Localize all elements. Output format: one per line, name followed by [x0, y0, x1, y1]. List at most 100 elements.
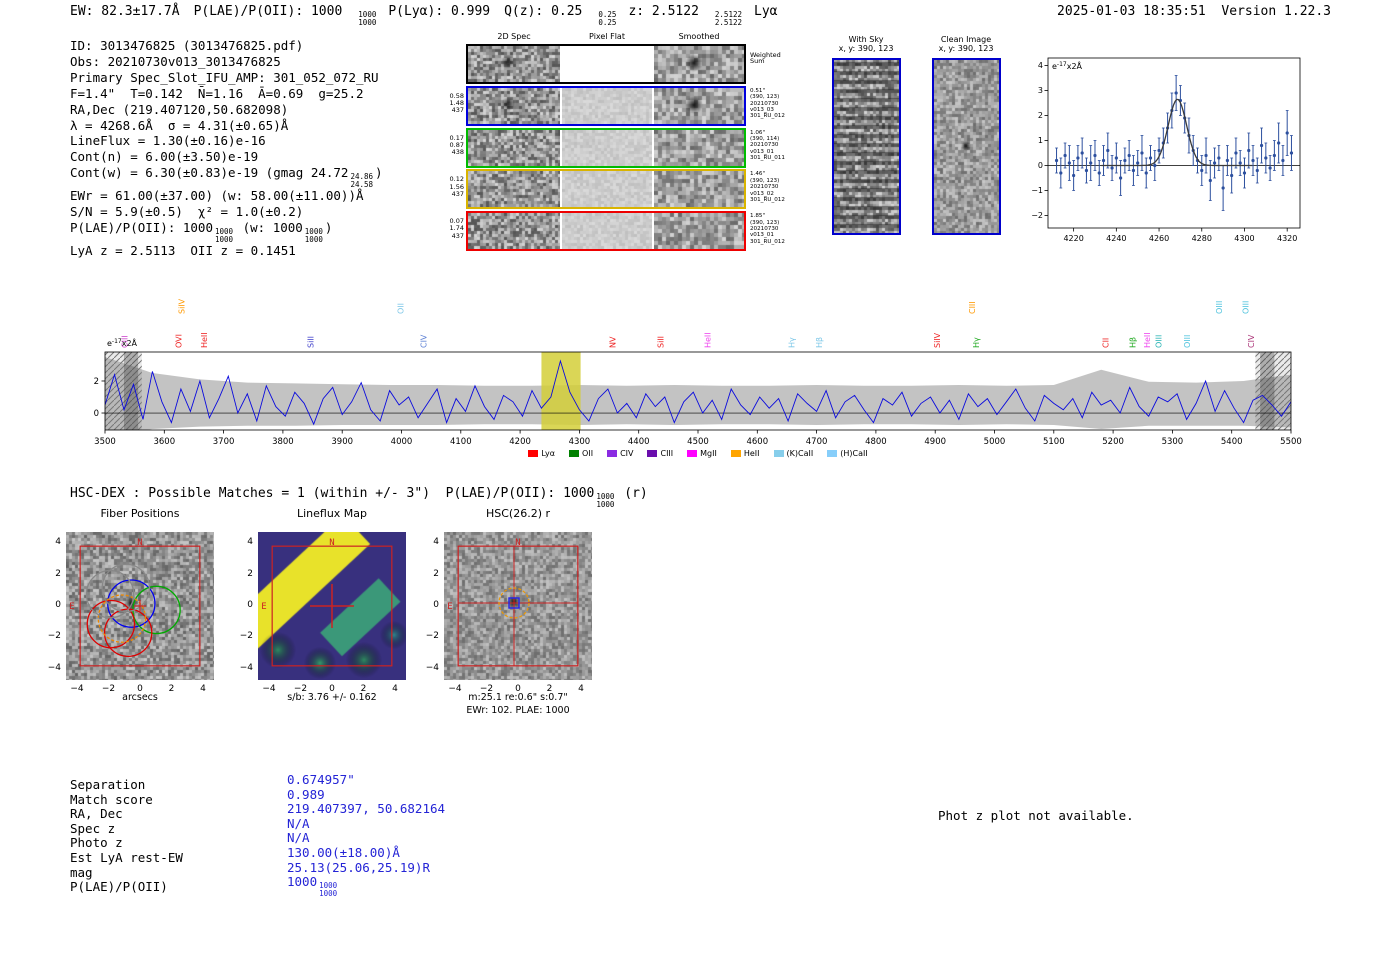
info-line: P(LAE)/P(OII): 1000 1000 1000 (w: 1000 1000… [70, 220, 383, 243]
text-segment: LineFlux = 1.30(±0.16)e-16 [70, 133, 266, 149]
legend-item: OII [569, 449, 593, 458]
cutout-row-label-line: 0.87 [449, 140, 464, 149]
fiber-circle [103, 608, 153, 658]
data-point [1208, 178, 1212, 183]
spec2d-strip [468, 46, 560, 82]
fraction-bottom: 24.58 [350, 179, 374, 189]
x-tick-label: 5200 [1102, 437, 1124, 447]
data-point [1272, 153, 1276, 158]
cutout-annotation-line: v013_03 [750, 107, 774, 114]
lineflux-caption: s/b: 3.76 +/- 0.162 [287, 692, 377, 703]
cutout-row-label-line: 1.48 [449, 99, 464, 107]
legend-swatch [607, 450, 618, 457]
x-tick-label: 4800 [865, 437, 887, 447]
x-tick-label: 5300 [1162, 437, 1184, 447]
data-point [1063, 153, 1067, 158]
match-value: 130.00(±18.00)Å [287, 845, 400, 860]
emission-line-label: NV [609, 336, 618, 348]
with-sky-title: With Sky x, y: 390, 123 [838, 35, 894, 53]
field-square [457, 545, 579, 667]
legend-label: OII [582, 449, 594, 458]
compass-east-label: E [261, 602, 266, 612]
legend-item: MgII [687, 449, 717, 458]
data-point [1268, 166, 1272, 170]
masked-region-hatch [1255, 352, 1291, 430]
text-segment: Primary Spec_Slot_IFU_AMP: 301_052_072_R… [70, 69, 379, 85]
info-line: LyA z = 2.5113 OII z = 0.1451 [70, 243, 383, 259]
y-tick-label: 1 [1038, 136, 1043, 145]
match-value: 219.407397, 50.682164 [287, 801, 446, 817]
stacked-fraction: 1000 1000 [596, 493, 614, 508]
legend-swatch [647, 450, 658, 457]
header-item: z: 2.5122 [628, 4, 699, 19]
clean-image-title: Clean Image x, y: 390, 123 [938, 35, 994, 53]
fraction-bottom: 1000 [215, 234, 234, 244]
line-fit-zoom-chart: 4220 4240 4260 4280 4300 4320 −2 −1 0 1 2 3 4 e-17x2Å [1031, 57, 1301, 243]
data-point [1076, 156, 1080, 160]
gaussian-fit-curve [1101, 98, 1253, 167]
data-point [1242, 171, 1247, 175]
data-point [1148, 156, 1153, 160]
cutout-row [466, 211, 746, 252]
info-line: Primary Spec_Slot_IFU_AMP: 301_052_072_R… [70, 70, 383, 86]
y-tick-label: −4 [239, 662, 253, 673]
y-tick-label: 4 [433, 537, 439, 548]
legend-label: CIV [620, 449, 634, 458]
data-point [1127, 153, 1131, 158]
text-segment: ) [375, 165, 383, 181]
fraction-bottom: 1000 [358, 17, 377, 27]
emission-line-label: OIII [1183, 335, 1192, 348]
data-point [1136, 161, 1140, 165]
header-item: P(Lyα): 0.999 [388, 4, 491, 19]
x-tick-label: 4220 [1063, 234, 1083, 243]
x-tick-label: −4 [70, 684, 84, 694]
x-tick-label: −4 [262, 684, 276, 694]
noise-envelope [105, 357, 1291, 430]
y-tick-label: −4 [425, 662, 439, 673]
emission-line-label: CIV [419, 334, 428, 348]
clean-image [932, 58, 1001, 235]
x-tick-label: 3800 [272, 437, 294, 447]
legend-swatch [528, 450, 539, 457]
arcsecs-label: arcsecs [122, 692, 158, 703]
cutout-row [466, 127, 746, 168]
match-label: RA, Dec [70, 806, 123, 822]
report-datetime: 2025-01-03 18:35:51 [1057, 4, 1206, 19]
cutout-annotation-line: 1.85" [750, 213, 766, 220]
cutout-annotation-line: v013_02 [750, 190, 774, 197]
detected-line-band [541, 352, 581, 430]
data-point [1097, 171, 1101, 175]
legend-swatch [730, 450, 741, 457]
data-point [1093, 153, 1097, 158]
data-point [1059, 171, 1063, 175]
emission-line-label: OIII [1155, 335, 1164, 348]
cutout-row-label-line: 0.07 [449, 217, 464, 226]
emission-line-label: Hβ [815, 337, 824, 348]
x-tick-label: 4900 [924, 437, 946, 447]
zoom-plot-area [1048, 58, 1300, 228]
cutout-row-label-line: 437 [451, 231, 464, 240]
fiber-positions-title: Fiber Positions [100, 507, 180, 520]
x-tick-label: 3700 [213, 437, 235, 447]
cutout-annotation-line: 1.06" [750, 129, 766, 136]
full-spectrum-chart: 3500 3600 3700 3800 3900 4000 4100 4200 4300 4400… [94, 298, 1302, 447]
data-point [1174, 91, 1178, 95]
stacked-fraction: 0.25 0.25 [598, 11, 616, 26]
legend-item: HeII [730, 449, 760, 458]
data-point [1110, 166, 1114, 170]
text-segment: RA,Dec (219.407120,50.682098) [70, 101, 289, 117]
data-point [1221, 186, 1225, 190]
x-tick-label: −4 [448, 684, 462, 694]
spec2d-strip [468, 129, 560, 166]
data-point [1251, 158, 1255, 163]
x-tick-label: 4 [578, 684, 584, 694]
hsc-r-title: HSC(26.2) r [485, 507, 551, 520]
cutout-row-label-line: 437 [451, 106, 464, 115]
data-point [1277, 141, 1281, 145]
data-point [1204, 153, 1208, 158]
legend-item: CIII [647, 449, 673, 458]
